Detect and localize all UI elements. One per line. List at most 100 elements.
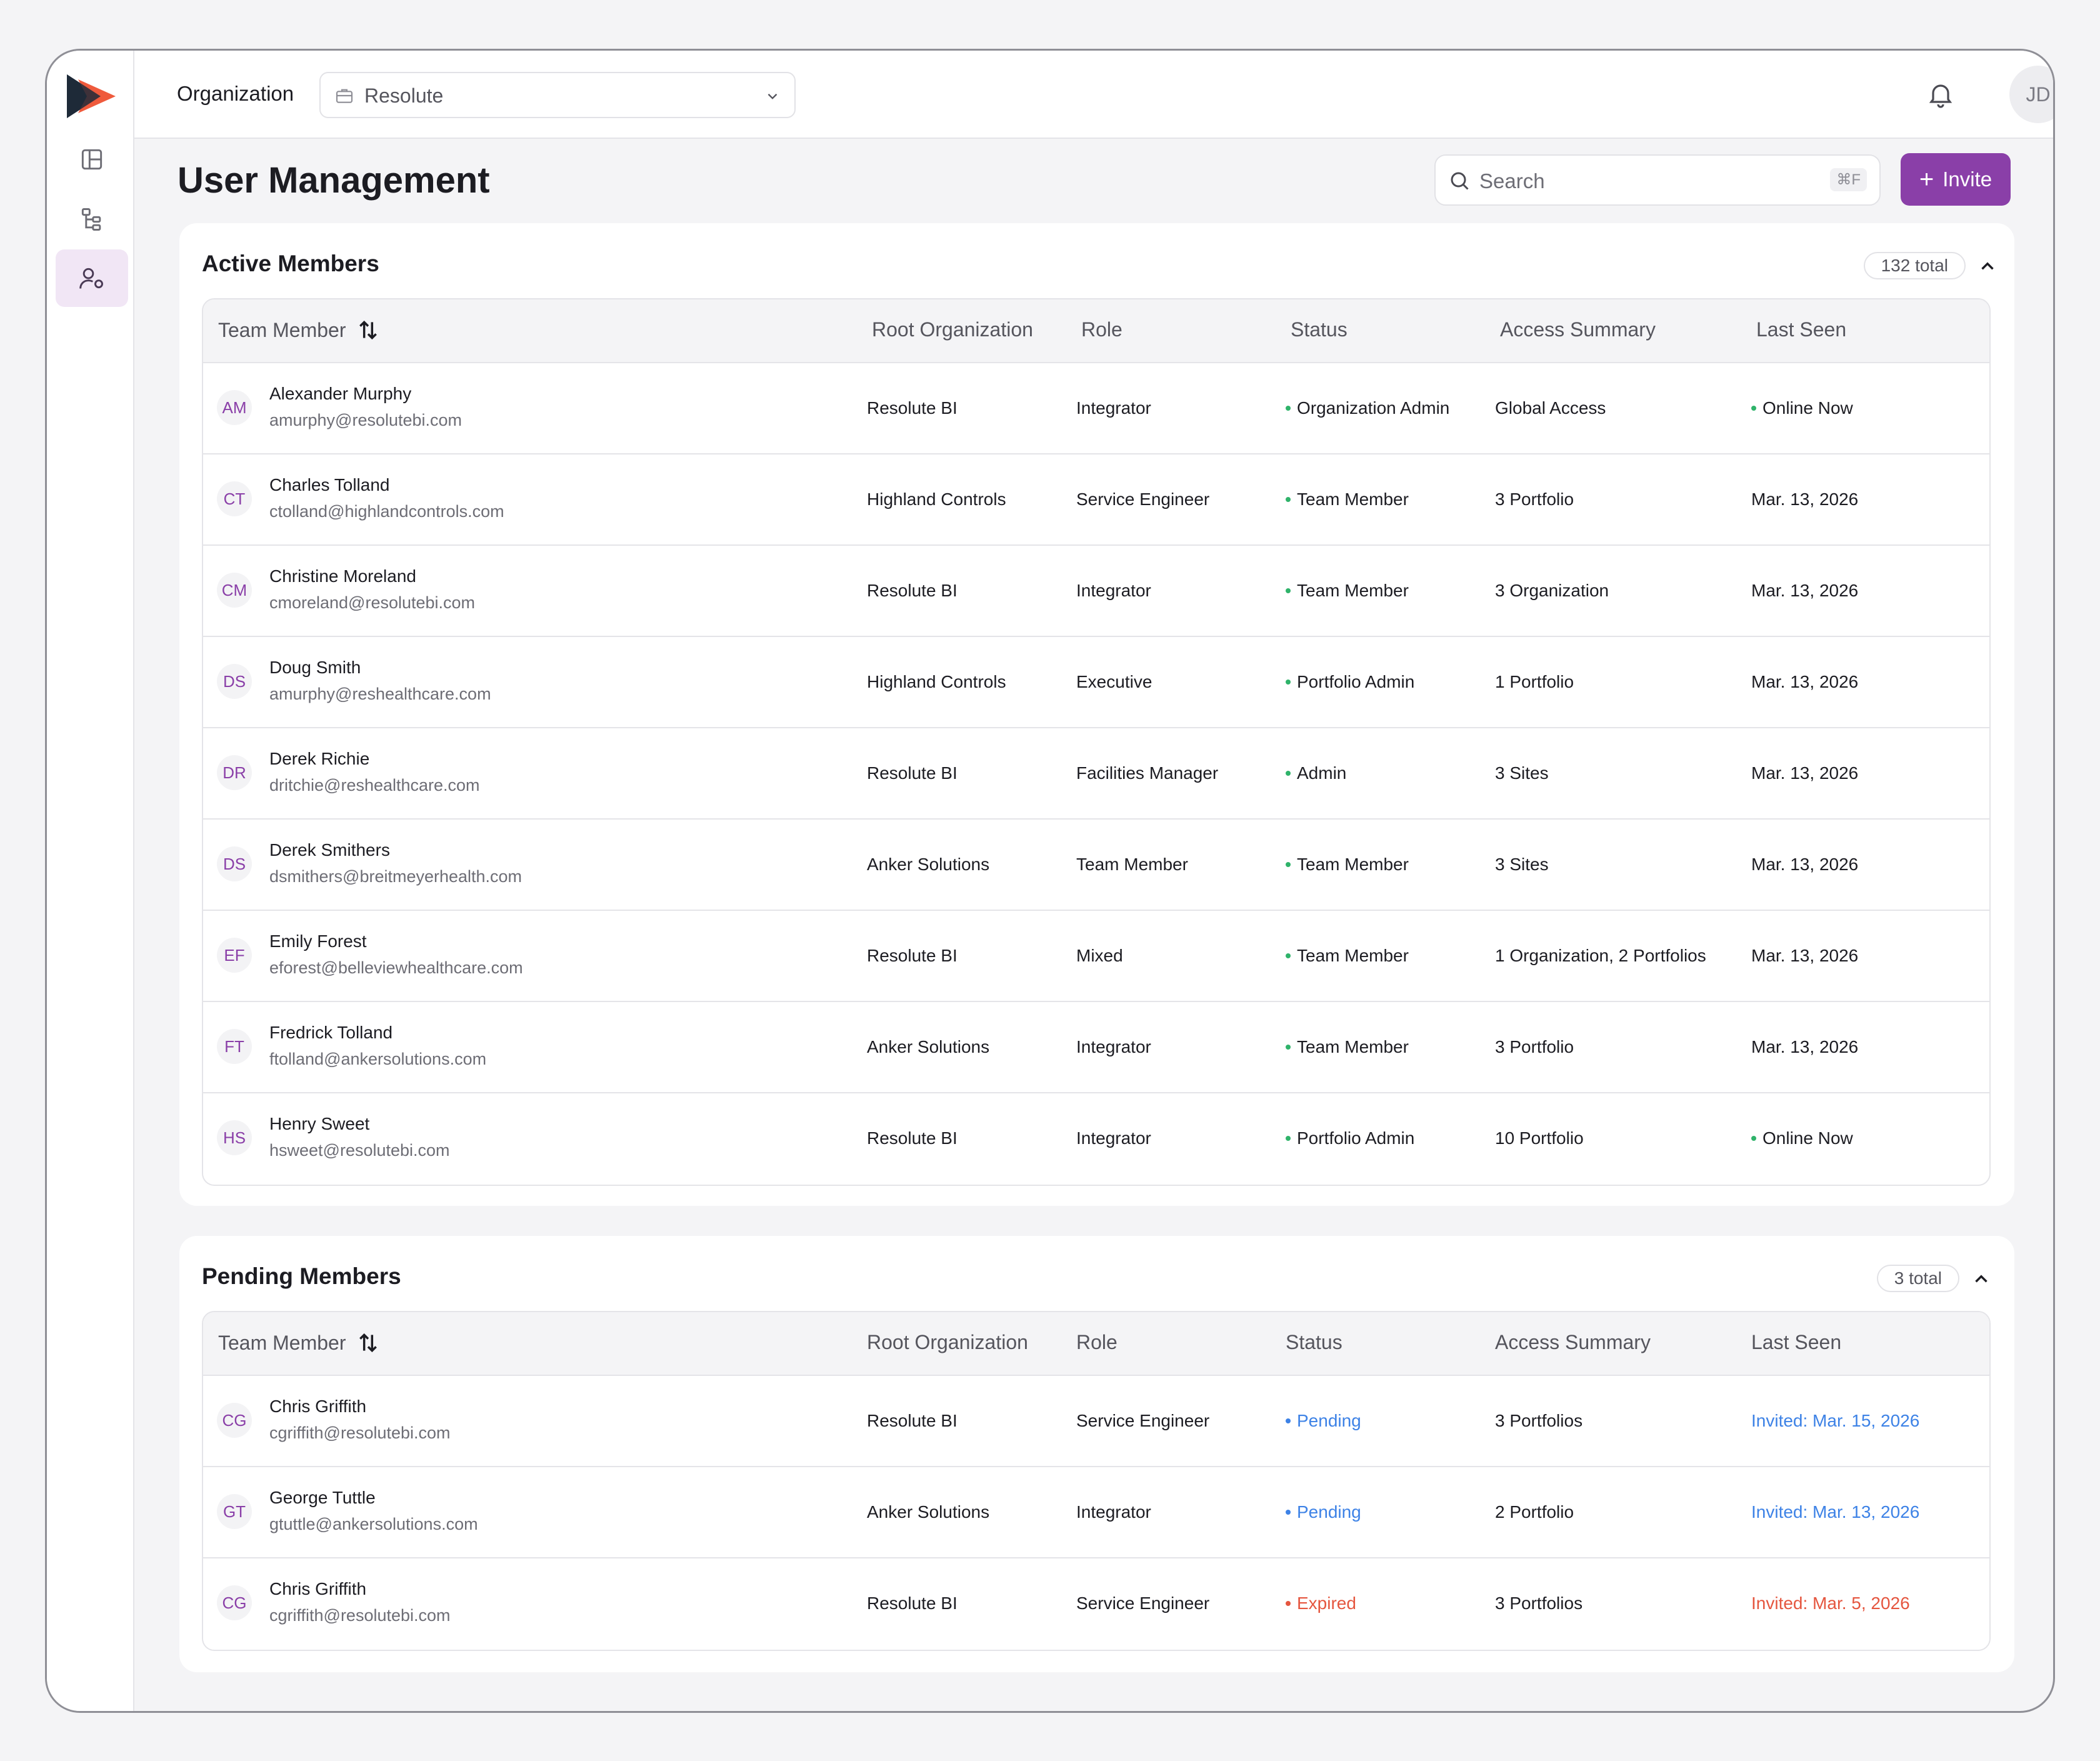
table-row[interactable]: DS Doug Smith amurphy@reshealthcare.com Hig…: [203, 637, 1989, 728]
rail-layout-button[interactable]: [56, 131, 128, 188]
last-seen: Online Now: [1751, 398, 1853, 418]
search-placeholder: Search: [1479, 169, 1545, 193]
last-seen-text: Online Now: [1762, 1128, 1853, 1148]
users-settings-icon: [79, 268, 103, 289]
plus-icon: +: [1919, 166, 1934, 193]
member-name: Charles Tolland: [269, 475, 390, 494]
member-avatar: HS: [217, 1120, 252, 1155]
user-avatar[interactable]: JD: [2009, 66, 2053, 123]
column-header-member: Team Member: [218, 318, 346, 341]
access-summary: Global Access: [1495, 398, 1606, 418]
member-email: amurphy@reshealthcare.com: [269, 685, 491, 703]
last-seen: Mar. 13, 2026: [1751, 763, 1858, 783]
active-members-card: Active Members 132 total Team Member Roo…: [179, 223, 2014, 1206]
member-role: Mixed: [1076, 946, 1123, 965]
active-members-title: Active Members: [202, 251, 379, 276]
table-row[interactable]: CT Charles Tolland ctolland@highlandcontro…: [203, 454, 1989, 546]
table-header: Team Member Root Organization Role Statu…: [203, 299, 1989, 363]
access-summary: 3 Sites: [1495, 855, 1549, 874]
member-role: Executive: [1076, 672, 1152, 691]
access-summary: 1 Organization, 2 Portfolios: [1495, 946, 1706, 965]
rail-hierarchy-button[interactable]: [56, 191, 128, 248]
status-badge: Pending: [1286, 1411, 1361, 1431]
member-avatar: FT: [217, 1029, 252, 1064]
sort-team-member-header[interactable]: Team Member: [218, 318, 380, 342]
last-seen-text: Invited: Mar. 15, 2026: [1751, 1411, 1920, 1430]
last-seen-text: Online Now: [1762, 398, 1853, 418]
root-organization: Anker Solutions: [867, 1502, 990, 1522]
brand-logo-icon[interactable]: [63, 73, 117, 119]
member-role: Integrator: [1076, 398, 1151, 418]
rail-users-button[interactable]: [56, 249, 128, 307]
table-row[interactable]: AM Alexander Murphy amurphy@resolutebi.com…: [203, 363, 1989, 454]
member-name: Doug Smith: [269, 658, 361, 677]
status-badge: Portfolio Admin: [1286, 672, 1414, 692]
member-name: Emily Forest: [269, 931, 367, 951]
last-seen: Mar. 13, 2026: [1751, 581, 1858, 601]
root-organization: Resolute BI: [867, 1411, 958, 1430]
member-email: dsmithers@breitmeyerhealth.com: [269, 867, 522, 886]
last-seen-text: Mar. 13, 2026: [1751, 763, 1859, 783]
root-organization: Resolute BI: [867, 398, 958, 418]
member-role: Facilities Manager: [1076, 763, 1219, 783]
member-role: Integrator: [1076, 1502, 1151, 1522]
root-organization: Anker Solutions: [867, 855, 990, 874]
sort-team-member-header[interactable]: Team Member: [218, 1331, 380, 1355]
table-row[interactable]: FT Fredrick Tolland ftolland@ankersolution…: [203, 1002, 1989, 1093]
member-email: cgriffith@resolutebi.com: [269, 1423, 451, 1442]
column-header-root-org: Root Organization: [867, 1331, 1028, 1353]
member-role: Integrator: [1076, 581, 1151, 600]
pending-members-card: Pending Members 3 total Team Member Root…: [179, 1236, 2014, 1672]
table-row[interactable]: CM Christine Moreland cmoreland@resolutebi…: [203, 546, 1989, 637]
last-seen-text: Mar. 13, 2026: [1751, 855, 1859, 874]
column-header-member: Team Member: [218, 1331, 346, 1354]
sort-icon: [359, 1333, 377, 1353]
organization-select[interactable]: Resolute: [319, 72, 796, 118]
status-text: Pending: [1297, 1411, 1361, 1430]
hierarchy-icon: [81, 208, 101, 231]
pending-members-body: CG Chris Griffith cgriffith@resolutebi.com…: [203, 1376, 1989, 1650]
status-badge: Team Member: [1286, 1037, 1409, 1057]
briefcase-icon: [336, 89, 353, 103]
status-dot: [1286, 588, 1291, 593]
table-row[interactable]: CG Chris Griffith cgriffith@resolutebi.com…: [203, 1376, 1989, 1467]
member-email: hsweet@resolutebi.com: [269, 1141, 450, 1160]
member-name: Derek Richie: [269, 749, 370, 768]
status-text: Admin: [1297, 763, 1347, 783]
table-row[interactable]: HS Henry Sweet hsweet@resolutebi.com Resolu…: [203, 1093, 1989, 1185]
table-row[interactable]: DR Derek Richie dritchie@reshealthcare.com…: [203, 728, 1989, 820]
member-email: cgriffith@resolutebi.com: [269, 1606, 451, 1625]
member-email: gtuttle@ankersolutions.com: [269, 1515, 478, 1533]
status-dot: [1286, 861, 1291, 867]
access-summary: 10 Portfolio: [1495, 1128, 1584, 1148]
access-summary: 3 Organization: [1495, 581, 1609, 600]
column-header-access: Access Summary: [1495, 1331, 1651, 1353]
root-organization: Resolute BI: [867, 581, 958, 600]
member-role: Integrator: [1076, 1128, 1151, 1148]
invite-button[interactable]: + Invite: [1901, 153, 2011, 206]
last-seen-text: Mar. 13, 2026: [1751, 581, 1859, 600]
last-seen: Mar. 13, 2026: [1751, 1037, 1858, 1057]
status-badge: Organization Admin: [1286, 398, 1449, 418]
chevron-up-icon[interactable]: [1971, 1268, 1992, 1290]
table-row[interactable]: DS Derek Smithers dsmithers@breitmeyerheal…: [203, 820, 1989, 911]
last-seen: Mar. 13, 2026: [1751, 855, 1858, 875]
table-row[interactable]: CG Chris Griffith cgriffith@resolutebi.com…: [203, 1558, 1989, 1650]
sort-icon: [359, 320, 377, 340]
status-dot: [1286, 679, 1291, 685]
chevron-up-icon[interactable]: [1977, 256, 1998, 277]
status-dot: [1286, 1509, 1291, 1515]
root-organization: Resolute BI: [867, 946, 958, 965]
status-badge: Expired: [1286, 1593, 1356, 1613]
root-organization: Highland Controls: [867, 489, 1006, 509]
column-header-status: Status: [1286, 1331, 1342, 1353]
column-header-role: Role: [1081, 318, 1122, 341]
table-row[interactable]: EF Emily Forest eforest@belleviewhealthcar…: [203, 911, 1989, 1002]
member-avatar: DS: [217, 846, 252, 881]
bell-icon[interactable]: [1926, 79, 1956, 109]
search-input[interactable]: Search ⌘F: [1434, 154, 1881, 206]
status-text: Team Member: [1297, 489, 1409, 509]
member-name: Chris Griffith: [269, 1397, 367, 1416]
member-avatar: CT: [217, 481, 252, 516]
table-row[interactable]: GT George Tuttle gtuttle@ankersolutions.co…: [203, 1467, 1989, 1558]
